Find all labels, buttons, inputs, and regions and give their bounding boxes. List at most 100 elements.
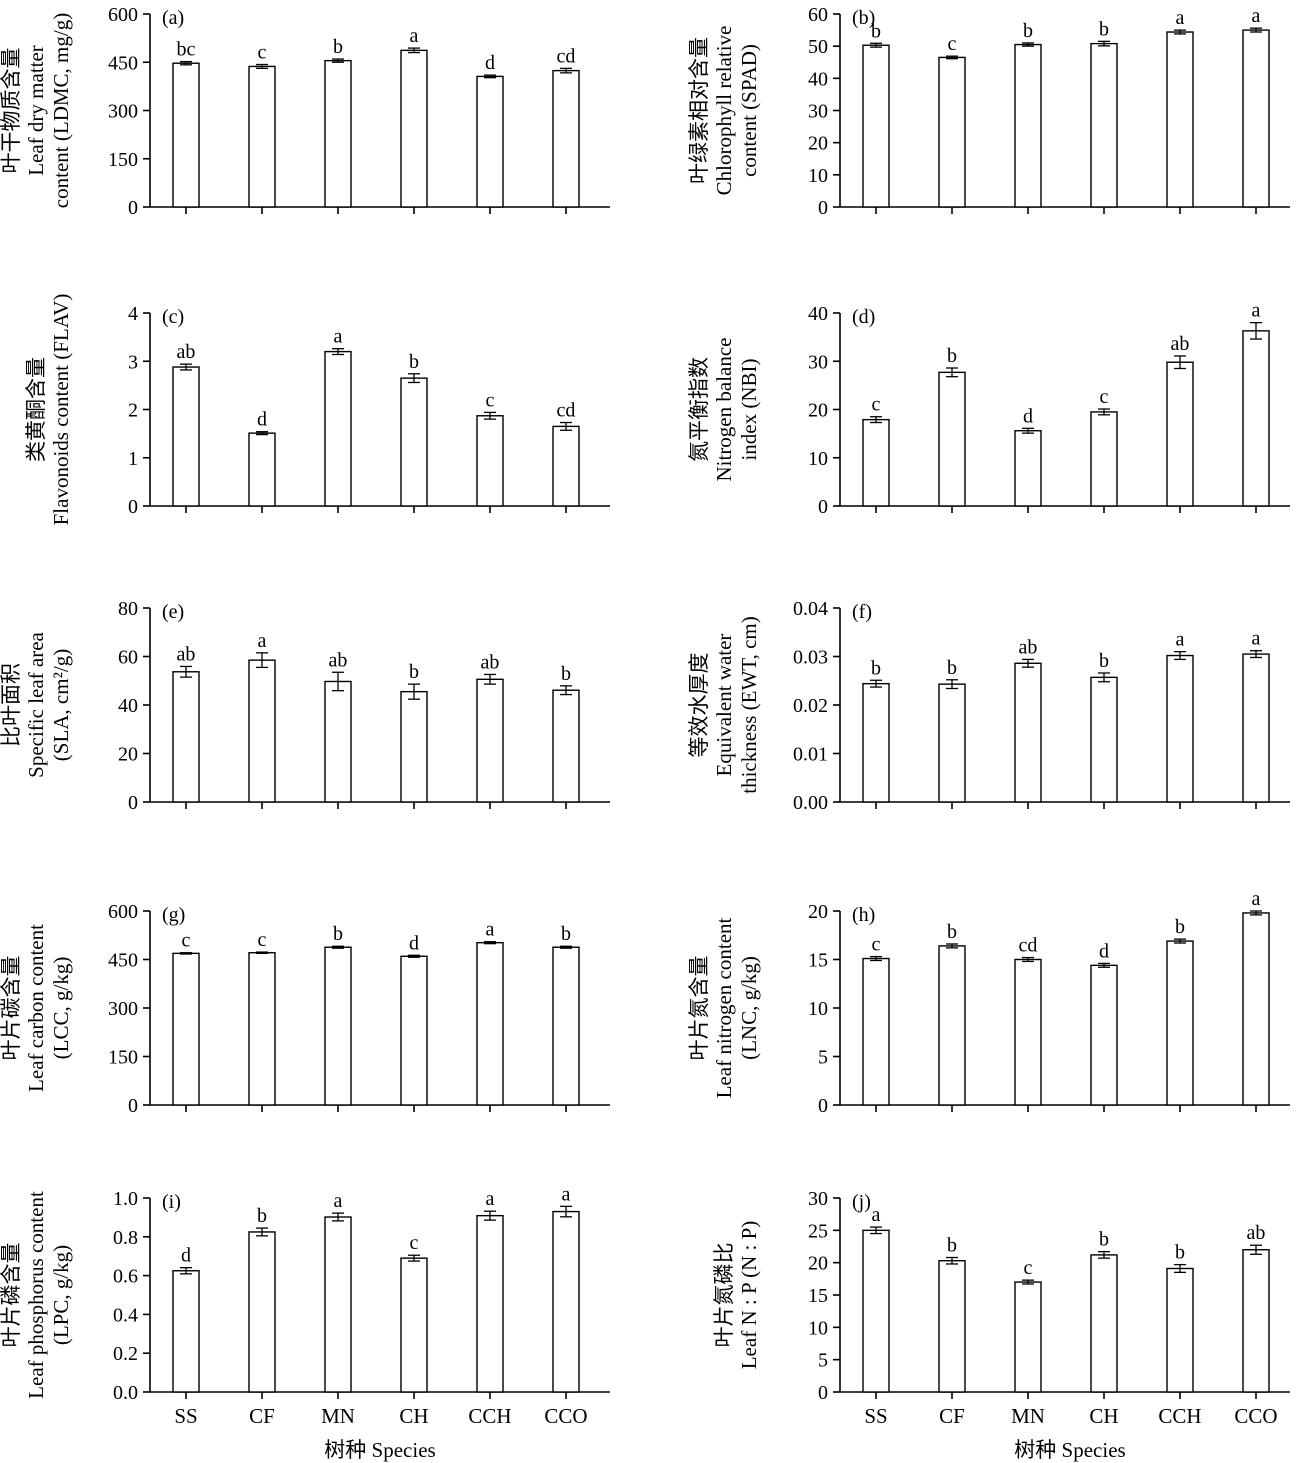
significance-letter: b — [871, 20, 881, 42]
significance-letter: b — [947, 345, 957, 367]
chart-panel-1: 0 150 300 450 600 (a) 叶干物质含量 Leaf dry matter con… — [0, 4, 610, 219]
y-tick-label: 4 — [128, 303, 138, 325]
y-tick-label: 0.04 — [793, 598, 828, 620]
bar-CCH — [476, 1214, 504, 1393]
chart-panel-6: 0.00 0.01 0.02 0.03 0.04 (f) 等效水厚度 Equivalent w… — [687, 598, 1290, 814]
y-axis-title-line: Specific leaf area — [24, 631, 48, 777]
y-axis-title-line: 叶干物质含量 — [0, 48, 23, 174]
chart-panel-10: 0 5 10 15 20 25 30 (j) 叶片氮磷比 Leaf N : P (N : P) a S… — [712, 1188, 1290, 1428]
y-tick-label: 0.01 — [793, 744, 828, 766]
y-tick-label: 40 — [808, 68, 828, 90]
y-tick-label: 0.02 — [793, 695, 828, 717]
significance-letter: c — [948, 33, 957, 55]
y-axis-title-line: Equivalent water — [712, 634, 736, 777]
significance-letter: a — [486, 1188, 495, 1210]
bar-CF — [248, 432, 276, 507]
y-tick-label: 30 — [808, 101, 828, 123]
bar-CCO — [1242, 330, 1270, 507]
significance-letter: ab — [1171, 333, 1190, 355]
bar-CH — [1090, 42, 1118, 208]
panel-label: (b) — [852, 7, 875, 29]
y-tick-label: 10 — [808, 1317, 828, 1339]
significance-letter: b — [561, 923, 571, 945]
bar-CH — [400, 690, 428, 803]
bar-MN — [324, 350, 352, 507]
bar-SS — [862, 1229, 890, 1393]
y-axis-title-line: 类黄酮含量 — [24, 357, 48, 462]
significance-letter: a — [486, 919, 495, 941]
y-tick-label: 2 — [128, 400, 138, 422]
bar-CCO — [1242, 653, 1270, 803]
x-tick-label: CCO — [544, 1404, 587, 1428]
y-tick-label: 0 — [818, 496, 828, 518]
bar-CH — [400, 377, 428, 507]
significance-letter: b — [333, 36, 343, 58]
y-axis-title-line: Flavonoids content (FLAV) — [49, 294, 73, 526]
bar-CCH — [476, 75, 504, 208]
panel-label: (d) — [852, 306, 875, 328]
y-tick-label: 150 — [108, 149, 138, 171]
bar-CCH — [1166, 940, 1194, 1106]
significance-letter: a — [334, 326, 343, 348]
x-tick-label: SS — [174, 1404, 197, 1428]
y-tick-label: 10 — [808, 998, 828, 1020]
bar-CF — [938, 56, 966, 208]
significance-letter: b — [947, 1234, 957, 1256]
y-tick-label: 0 — [128, 1095, 138, 1117]
significance-letter: b — [409, 661, 419, 683]
x-tick-label: CCH — [468, 1404, 511, 1428]
chart-panel-9: 0.0 0.2 0.4 0.6 0.8 1.0 (i) 叶片磷含量 Leaf phosphoru… — [0, 1183, 610, 1428]
x-tick-label: MN — [321, 1404, 355, 1428]
bar-CH — [400, 1257, 428, 1393]
significance-letter: d — [257, 409, 267, 431]
y-axis-title-line: Leaf dry matter — [24, 45, 48, 176]
y-tick-label: 20 — [808, 400, 828, 422]
x-axis-title-right: 树种 Species — [1014, 1438, 1125, 1462]
x-axis-title-left: 树种 Species — [324, 1438, 435, 1462]
significance-letter: ab — [329, 649, 348, 671]
y-tick-label: 0.0 — [113, 1382, 138, 1404]
bar-SS — [172, 1270, 200, 1393]
y-axis-title-line: content (LDMC, mg/g) — [49, 13, 73, 208]
significance-letter: a — [1252, 300, 1261, 322]
bar-CCO — [1242, 1249, 1270, 1393]
significance-letter: b — [409, 351, 419, 373]
y-tick-label: 1 — [128, 448, 138, 470]
y-tick-label: 0 — [818, 197, 828, 219]
y-axis-title-line: (LCC, g/kg) — [49, 957, 73, 1060]
significance-letter: c — [182, 930, 191, 952]
panel-label: (g) — [162, 904, 185, 926]
bar-CCH — [1166, 361, 1194, 507]
significance-letter: b — [1099, 650, 1109, 672]
bar-CCO — [552, 425, 580, 507]
significance-letter: c — [258, 42, 267, 64]
significance-letter: b — [947, 657, 957, 679]
y-tick-label: 25 — [808, 1220, 828, 1242]
panel-label: (i) — [162, 1191, 181, 1213]
y-axis-title-line: 叶绿素相对含量 — [687, 37, 711, 184]
significance-letter: ab — [1247, 1222, 1266, 1244]
x-tick-label: CF — [939, 1404, 965, 1428]
significance-letter: a — [1252, 888, 1261, 910]
y-tick-label: 60 — [808, 4, 828, 26]
significance-letter: d — [1023, 405, 1033, 427]
bar-SS — [862, 44, 890, 208]
x-tick-label: CH — [1089, 1404, 1118, 1428]
y-tick-label: 10 — [808, 448, 828, 470]
significance-letter: a — [872, 1204, 881, 1226]
y-tick-label: 600 — [108, 901, 138, 923]
y-tick-label: 20 — [808, 133, 828, 155]
x-tick-label: CF — [249, 1404, 275, 1428]
significance-letter: a — [1252, 628, 1261, 650]
bar-CH — [400, 955, 428, 1106]
y-axis-title-line: Leaf carbon content — [24, 924, 48, 1092]
significance-letter: c — [258, 929, 267, 951]
y-tick-label: 150 — [108, 1047, 138, 1069]
bar-SS — [172, 952, 200, 1106]
y-tick-label: 40 — [808, 303, 828, 325]
bar-SS — [862, 418, 890, 507]
significance-letter: b — [257, 1205, 267, 1227]
y-tick-label: 0 — [818, 1095, 828, 1117]
y-axis-title-line: (SLA, cm²/g) — [49, 649, 73, 761]
significance-letter: c — [1100, 386, 1109, 408]
